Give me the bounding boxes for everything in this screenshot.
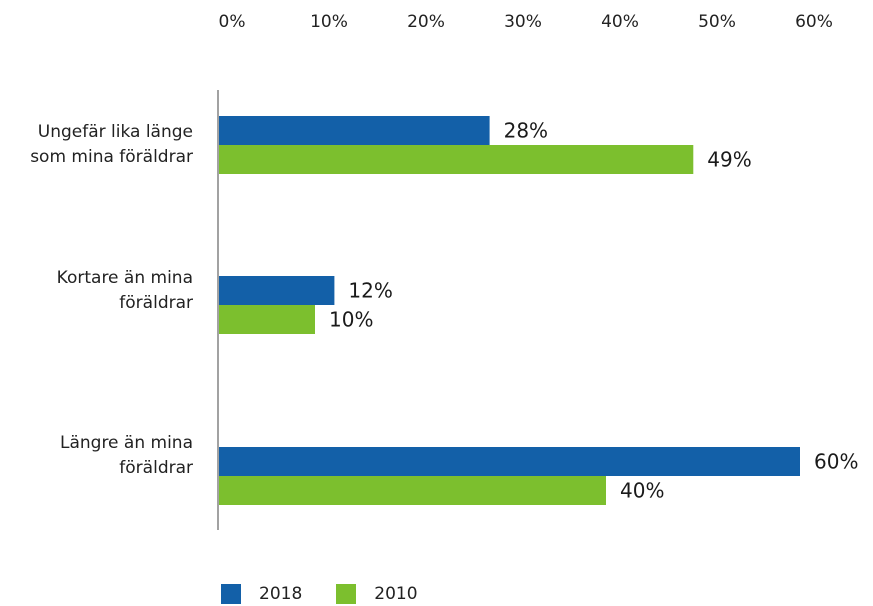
legend-swatch-2010 <box>336 584 357 604</box>
legend: 2018 2010 <box>221 584 452 604</box>
x-tick-label: 40% <box>601 12 639 32</box>
bar-2010 <box>219 305 315 334</box>
x-tick-label: 20% <box>407 12 445 32</box>
category-label: Längre än mina föräldrar <box>59 433 193 478</box>
bar-value-label: 49% <box>707 148 751 172</box>
bar-value-label: 10% <box>329 308 373 332</box>
legend-swatch-2018 <box>221 584 241 604</box>
legend-label-2010: 2010 <box>374 584 418 604</box>
legend-label-2018: 2018 <box>259 584 303 604</box>
bar-2018 <box>219 116 490 145</box>
bar-value-label: 12% <box>348 279 392 303</box>
legend-item-2010: 2010 <box>336 584 418 604</box>
bar-2018 <box>219 276 335 305</box>
bar-2010 <box>219 476 606 505</box>
category-label: Ungefär lika länge som mina föräldrar <box>30 122 193 167</box>
category-label: Kortare än mina föräldrar <box>56 268 193 313</box>
bar-value-label: 28% <box>504 119 548 143</box>
x-tick-label: 50% <box>698 12 736 32</box>
legend-item-2018: 2018 <box>221 584 302 604</box>
x-tick-label: 60% <box>795 12 833 32</box>
x-tick-label: 0% <box>219 12 246 32</box>
x-tick-label: 10% <box>310 12 348 32</box>
bar-value-label: 40% <box>620 479 664 503</box>
bar-value-label: 60% <box>814 450 858 474</box>
bar-2018 <box>219 447 800 476</box>
bar-2010 <box>219 145 694 174</box>
x-tick-label: 30% <box>504 12 542 32</box>
